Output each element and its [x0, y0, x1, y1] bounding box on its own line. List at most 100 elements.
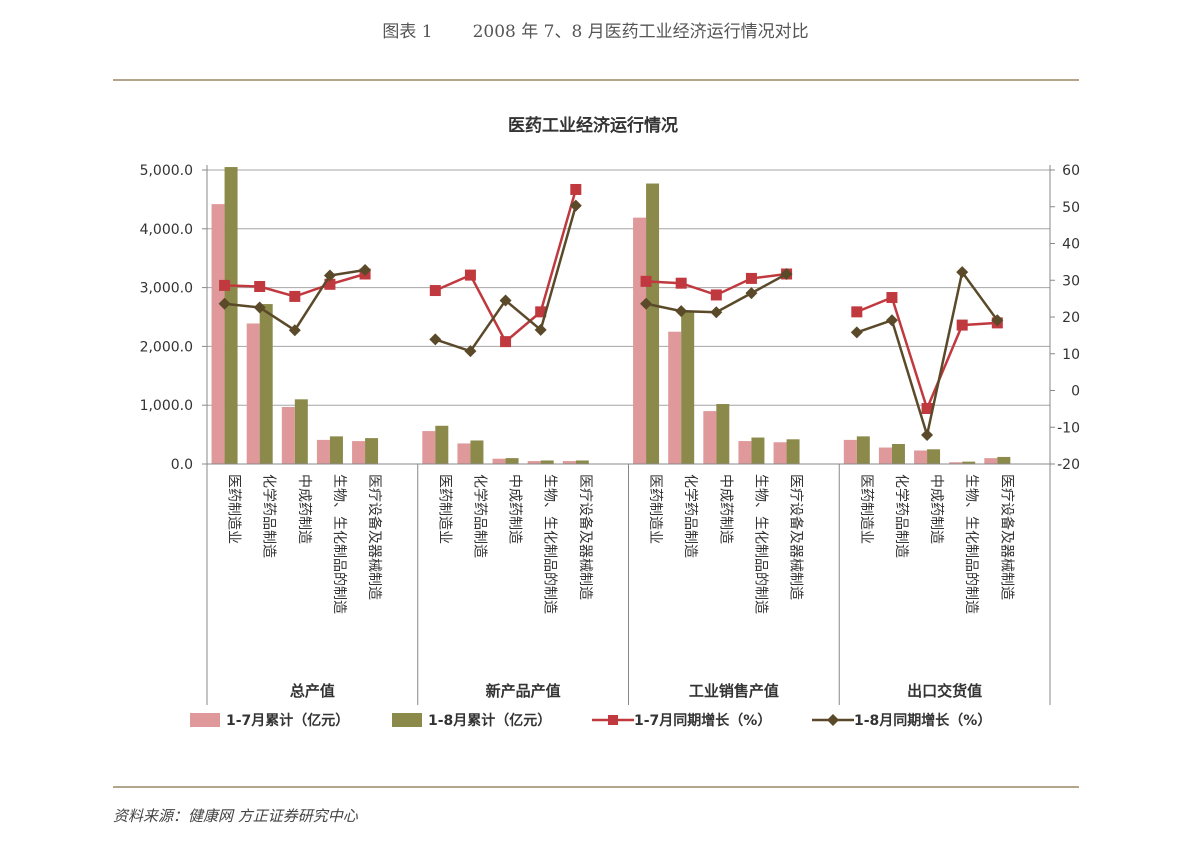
- legend-label: 1-7月同期增长（%）: [634, 712, 771, 729]
- legend: 1-7月累计（亿元） 1-8月累计（亿元） 1-7月同期增长（%） 1-8月同期增长（…: [190, 712, 991, 729]
- bar: [962, 461, 976, 464]
- left-tick-label: 3,000.0: [140, 281, 193, 297]
- bar: [352, 441, 366, 464]
- line-point: [675, 305, 688, 318]
- line-point: [534, 323, 547, 336]
- line-point: [851, 306, 863, 318]
- figure-caption-text: 2008 年 7、8 月医药工业经济运行情况对比: [472, 22, 809, 42]
- line-point: [570, 183, 582, 195]
- line-point: [885, 314, 898, 327]
- bar: [716, 404, 730, 464]
- bar: [527, 461, 541, 464]
- axes: [202, 165, 1055, 705]
- category-label: 医药制造业: [226, 474, 242, 544]
- line-point: [640, 297, 653, 310]
- line-point: [499, 294, 512, 307]
- right-tick-label: -20: [1057, 457, 1080, 473]
- bar: [856, 436, 870, 464]
- category-label: 化学药品制造: [893, 474, 909, 558]
- line-point: [324, 278, 336, 290]
- legend-label: 1-7月累计（亿元）: [226, 712, 349, 729]
- bottom-rule: [113, 786, 1079, 788]
- series-line: [856, 295, 998, 413]
- line-point: [288, 324, 301, 337]
- legend-label: 1-8月累计（亿元）: [428, 712, 551, 729]
- right-tick-label: 10: [1062, 347, 1080, 363]
- group-label: 总产值: [290, 682, 335, 700]
- line-point: [956, 319, 968, 331]
- right-tick-label: 0: [1071, 384, 1080, 400]
- line-point: [991, 314, 1004, 327]
- line-point: [218, 297, 231, 310]
- line-point: [921, 403, 933, 415]
- figure-caption-label: 图表 1: [382, 22, 433, 42]
- line-point: [745, 287, 758, 300]
- bar: [422, 431, 436, 464]
- bar: [435, 425, 449, 464]
- group-label: 出口交货值: [907, 682, 982, 700]
- category-label: 生物、生化制品的制造: [752, 474, 768, 614]
- legend-marker: [608, 715, 618, 725]
- line-point: [675, 277, 687, 289]
- line-point: [780, 268, 793, 281]
- bar: [492, 458, 506, 464]
- category-label: 医药制造业: [647, 474, 663, 544]
- bar: [984, 458, 998, 464]
- line-point: [569, 199, 582, 212]
- category-label: 医疗设备及器械制造: [577, 474, 594, 600]
- bar: [294, 399, 308, 464]
- bar: [329, 436, 343, 464]
- bar: [646, 183, 660, 465]
- category-label: 医疗设备及器械制造: [788, 474, 805, 600]
- category-label: 化学药品制造: [471, 474, 487, 558]
- figure-caption: 图表 1 2008 年 7、8 月医药工业经济运行情况对比: [0, 17, 1191, 42]
- bar: [224, 167, 238, 464]
- line-point: [710, 289, 722, 301]
- bar: [949, 462, 963, 464]
- line-point: [359, 263, 372, 276]
- bar: [786, 439, 800, 464]
- right-tick-label: 40: [1062, 237, 1080, 253]
- bar: [927, 449, 941, 464]
- line-point: [429, 333, 442, 346]
- bar: [365, 438, 379, 464]
- line-point: [640, 275, 652, 287]
- bar: [843, 439, 857, 464]
- series-line: [434, 205, 578, 353]
- bar: [562, 461, 576, 464]
- line-point: [921, 428, 934, 441]
- line-point: [886, 292, 898, 304]
- bar: [259, 304, 273, 464]
- bar: [470, 440, 484, 464]
- right-tick-label: -10: [1057, 420, 1080, 436]
- line-point: [219, 279, 231, 291]
- legend-swatch: [190, 713, 220, 727]
- category-label: 中成药制造: [928, 474, 944, 544]
- bar: [703, 411, 717, 464]
- group-label: 工业销售产值: [689, 682, 779, 700]
- bar: [246, 323, 260, 464]
- line-point: [464, 345, 477, 358]
- line-point: [253, 301, 266, 314]
- bar: [751, 437, 765, 464]
- axis-labels: 0.0 1,000.0 2,000.0 3,000.0 4,000.0 5,000.0 -2…: [140, 163, 1080, 700]
- left-tick-label: 2,000.0: [140, 339, 193, 355]
- category-label: 中成药制造: [717, 474, 733, 544]
- source-note: 资料来源：健康网 方正证券研究中心: [113, 807, 358, 825]
- left-tick-label: 0.0: [171, 457, 193, 473]
- bar: [211, 204, 225, 464]
- line-point: [535, 306, 547, 318]
- category-label: 生物、生化制品的制造: [542, 474, 558, 614]
- line-point: [956, 266, 969, 279]
- bar: [316, 439, 330, 464]
- right-tick-label: 50: [1062, 200, 1080, 216]
- category-label: 生物、生化制品的制造: [963, 474, 979, 614]
- line-point: [500, 336, 512, 348]
- bar: [997, 456, 1011, 464]
- line-point: [464, 269, 476, 281]
- bar: [633, 217, 647, 464]
- right-tick-label: 30: [1062, 273, 1080, 289]
- line-point: [323, 269, 336, 282]
- category-label: 化学药品制造: [261, 474, 277, 558]
